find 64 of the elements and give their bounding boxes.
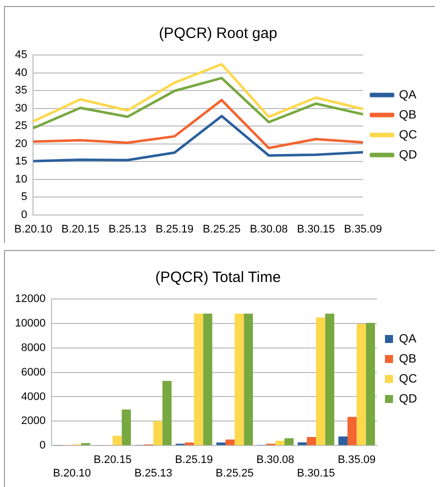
chart-title: (PQCR) Total Time [155,269,281,286]
bar [244,314,253,446]
bar [325,314,334,446]
bar [216,442,226,446]
legend-label: QA [399,87,416,102]
y-tick-label: 15 [14,156,28,168]
legend-label: QB [399,107,416,122]
y-tick-label: 45 [14,49,28,62]
bar [348,416,357,446]
y-tick-label: 6000 [21,366,46,378]
y-tick-label: 30 [14,102,28,114]
y-tick-label: 12000 [14,293,46,306]
legend-label: QB [399,351,416,366]
bar [153,421,162,446]
bar [162,380,172,446]
x-tick-label: B.25.25 [216,467,254,480]
bar [225,439,235,446]
bar [194,314,204,446]
x-tick-label: B.25.19 [174,454,213,466]
chart-title: (PQCR) Root gap [158,25,278,42]
bar [366,322,375,446]
bar [316,317,326,446]
x-tick-label: B.35.09 [338,454,376,466]
y-tick-label: 40 [14,66,28,79]
y-tick-label: 10 [14,173,28,186]
bar [234,314,244,446]
bar [284,438,294,446]
bar [122,410,131,446]
y-tick-label: 5 [21,191,28,204]
y-tick-label: 35 [14,84,28,97]
bar [112,436,122,446]
legend-label: QA [399,331,416,346]
legend-label: QD [399,391,418,406]
x-tick-label: B.30.08 [256,454,294,466]
x-tick-label: B.35.09 [344,223,382,236]
x-tick-label: B.25.25 [202,223,241,236]
bar [298,442,307,446]
y-tick-label: 0 [21,208,28,221]
bar [184,442,194,446]
y-tick-label: 20 [14,138,28,150]
x-tick-label: B.30.08 [250,223,288,236]
legend-label: QC [399,127,418,142]
x-tick-label: B.25.13 [108,223,146,236]
y-tick-label: 2000 [21,415,46,428]
y-tick-label: 4000 [21,390,46,403]
bar [203,314,212,446]
x-tick-label: B.25.13 [134,467,172,480]
y-tick-label: 8000 [21,342,46,354]
x-tick-label: B.30.15 [297,467,335,480]
bar [306,437,316,446]
x-tick-label: B.20.10 [14,223,52,236]
bar [356,324,366,446]
legend-label: QC [399,371,418,386]
y-tick-label: 25 [14,120,28,132]
x-tick-label: B.20.15 [94,454,132,466]
legend-label: QD [399,147,418,162]
x-tick-label: B.20.15 [61,223,100,236]
bar [338,436,348,446]
y-tick-label: 0 [39,440,46,452]
bar [275,440,284,446]
x-tick-label: B.30.15 [296,223,335,236]
x-tick-label: B.20.10 [52,467,91,480]
x-tick-label: B.25.19 [156,223,194,236]
y-tick-label: 10000 [14,317,46,330]
